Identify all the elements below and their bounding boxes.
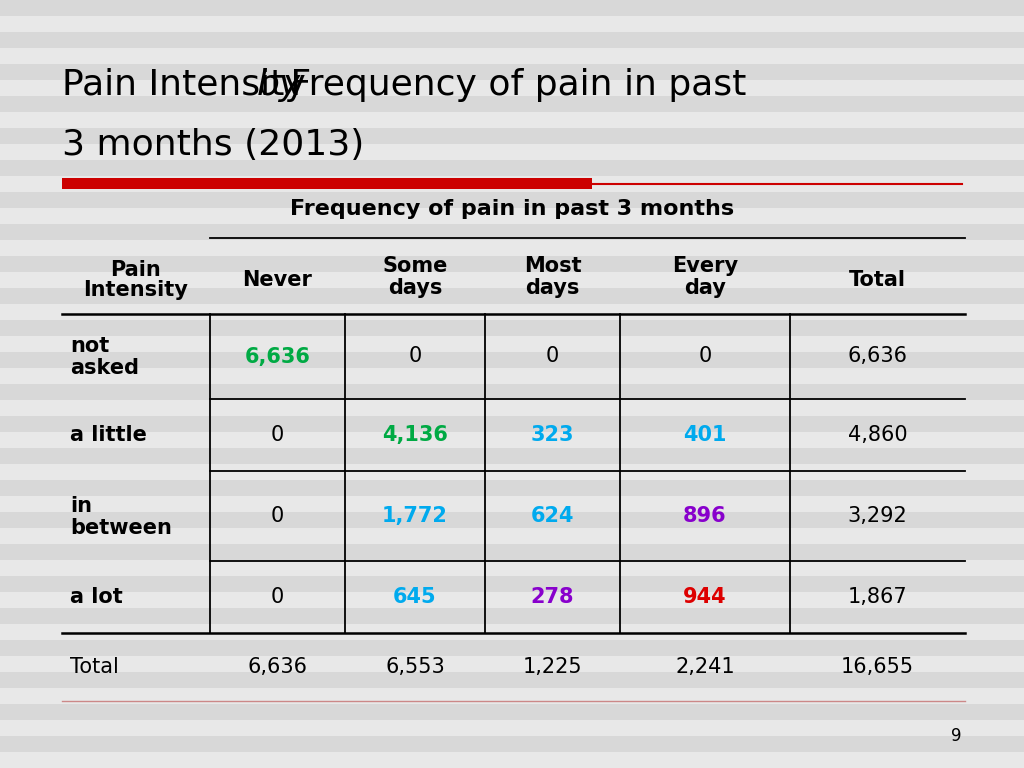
Text: a lot: a lot: [70, 587, 123, 607]
Text: 624: 624: [530, 506, 574, 526]
Bar: [0, 720, 1024, 736]
Bar: [0, 32, 1024, 48]
Bar: [0, 112, 1024, 128]
Bar: [0, 368, 1024, 384]
Bar: [0, 352, 1024, 368]
Bar: [0, 336, 1024, 352]
Bar: [0, 704, 1024, 720]
Bar: [0, 128, 1024, 144]
Bar: [0, 304, 1024, 320]
Text: 944: 944: [683, 587, 727, 607]
Text: Some: Some: [382, 256, 447, 276]
Text: 896: 896: [683, 506, 727, 526]
Bar: [0, 608, 1024, 624]
Bar: [0, 464, 1024, 480]
Text: 0: 0: [271, 587, 284, 607]
Text: 6,553: 6,553: [385, 657, 444, 677]
Bar: [0, 688, 1024, 704]
Text: Frequency of pain in past 3 months: Frequency of pain in past 3 months: [290, 199, 734, 219]
Bar: [0, 192, 1024, 208]
Text: 4,860: 4,860: [848, 425, 907, 445]
Text: day: day: [684, 278, 726, 298]
Bar: [0, 496, 1024, 512]
Bar: [0, 432, 1024, 448]
Text: 0: 0: [698, 346, 712, 366]
Bar: [0, 0, 1024, 16]
Bar: [0, 64, 1024, 80]
Bar: [0, 176, 1024, 192]
Text: 0: 0: [409, 346, 422, 366]
Text: 645: 645: [393, 587, 437, 607]
Bar: [0, 592, 1024, 608]
Text: 0: 0: [546, 346, 559, 366]
Text: by: by: [257, 68, 301, 102]
Text: in: in: [70, 496, 92, 516]
Text: 6,636: 6,636: [848, 346, 907, 366]
Text: 278: 278: [530, 587, 574, 607]
Bar: [0, 656, 1024, 672]
Text: days: days: [525, 278, 580, 298]
Bar: [0, 240, 1024, 256]
Text: 401: 401: [683, 425, 727, 445]
Bar: [0, 288, 1024, 304]
Text: 0: 0: [271, 425, 284, 445]
Bar: [0, 224, 1024, 240]
Text: Total: Total: [849, 270, 906, 290]
Text: 9: 9: [951, 727, 962, 745]
Text: Never: Never: [243, 270, 312, 290]
Text: asked: asked: [70, 359, 139, 379]
Bar: [0, 272, 1024, 288]
Bar: [0, 16, 1024, 32]
Bar: [0, 320, 1024, 336]
Text: 2,241: 2,241: [675, 657, 735, 677]
Bar: [0, 384, 1024, 400]
Bar: [0, 640, 1024, 656]
Bar: [0, 736, 1024, 752]
Bar: [0, 544, 1024, 560]
Bar: [0, 672, 1024, 688]
Text: 16,655: 16,655: [841, 657, 914, 677]
Text: 1,867: 1,867: [848, 587, 907, 607]
Text: 6,636: 6,636: [248, 657, 307, 677]
Text: Intensity: Intensity: [84, 280, 188, 300]
Text: a little: a little: [70, 425, 146, 445]
Bar: [0, 208, 1024, 224]
Text: 6,636: 6,636: [245, 346, 310, 366]
Bar: [0, 160, 1024, 176]
Text: days: days: [388, 278, 442, 298]
Bar: [0, 80, 1024, 96]
Bar: [0, 256, 1024, 272]
Text: 1,225: 1,225: [522, 657, 583, 677]
Bar: [62, 178, 592, 189]
Bar: [0, 624, 1024, 640]
Bar: [0, 512, 1024, 528]
Bar: [0, 560, 1024, 576]
Text: not: not: [70, 336, 110, 356]
Bar: [0, 96, 1024, 112]
Text: Total: Total: [70, 657, 119, 677]
Bar: [0, 48, 1024, 64]
Text: 3 months (2013): 3 months (2013): [62, 128, 365, 162]
Text: 323: 323: [530, 425, 574, 445]
Text: 0: 0: [271, 506, 284, 526]
Bar: [0, 448, 1024, 464]
Text: Pain Intensity: Pain Intensity: [62, 68, 317, 102]
Bar: [0, 576, 1024, 592]
Bar: [0, 400, 1024, 416]
Text: Most: Most: [523, 256, 582, 276]
Text: 4,136: 4,136: [382, 425, 447, 445]
Bar: [0, 528, 1024, 544]
Bar: [0, 480, 1024, 496]
Bar: [0, 144, 1024, 160]
Text: Every: Every: [672, 256, 738, 276]
Bar: [0, 416, 1024, 432]
Text: Frequency of pain in past: Frequency of pain in past: [279, 68, 746, 102]
Bar: [0, 752, 1024, 768]
Text: between: between: [70, 518, 172, 538]
Text: Pain: Pain: [111, 260, 162, 280]
Text: 3,292: 3,292: [848, 506, 907, 526]
Text: 1,772: 1,772: [382, 506, 447, 526]
